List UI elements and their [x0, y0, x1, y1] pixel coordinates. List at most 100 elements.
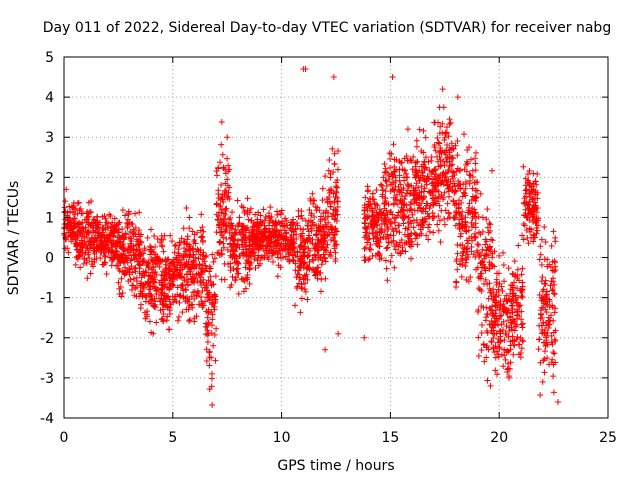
data-point: [526, 167, 533, 174]
data-point: [493, 315, 500, 322]
data-point: [312, 203, 319, 210]
data-point: [204, 314, 211, 321]
data-point: [552, 327, 559, 334]
data-point: [190, 238, 197, 245]
data-point: [509, 284, 516, 291]
data-point: [84, 229, 91, 236]
data-point: [317, 254, 324, 261]
data-point: [452, 142, 459, 149]
data-point: [494, 348, 501, 355]
data-point: [122, 212, 129, 219]
data-point: [161, 292, 168, 299]
data-point: [518, 271, 525, 278]
data-point: [211, 255, 218, 262]
data-point: [421, 177, 428, 184]
data-point: [396, 222, 403, 229]
data-point: [119, 225, 126, 232]
data-point: [322, 275, 329, 282]
data-point: [385, 173, 392, 180]
data-point: [475, 213, 482, 220]
y-axis-label: SDTVAR / TECUs: [6, 181, 22, 296]
data-point: [551, 350, 558, 357]
data-point: [420, 217, 427, 224]
data-point: [131, 265, 138, 272]
data-point: [217, 159, 224, 166]
data-point: [213, 200, 220, 207]
data-point: [273, 239, 280, 246]
data-point: [413, 173, 420, 180]
data-point: [150, 302, 157, 309]
data-point: [146, 318, 153, 325]
data-point: [228, 244, 235, 251]
data-point: [234, 197, 241, 204]
data-point: [472, 160, 479, 167]
data-point: [211, 306, 218, 313]
data-point: [89, 229, 96, 236]
data-point: [305, 235, 312, 242]
data-point: [475, 307, 482, 314]
data-point: [509, 270, 516, 277]
data-point: [121, 264, 128, 271]
data-point: [191, 288, 198, 295]
data-point: [549, 267, 556, 274]
data-point: [516, 312, 523, 319]
data-point: [79, 244, 86, 251]
data-point: [462, 255, 469, 262]
data-point: [361, 245, 368, 252]
data-point: [213, 168, 220, 175]
data-point: [412, 184, 419, 191]
data-point: [380, 210, 387, 217]
data-point: [325, 167, 332, 174]
data-point: [420, 208, 427, 215]
data-point: [402, 225, 409, 232]
data-point: [185, 306, 192, 313]
data-point: [531, 188, 538, 195]
data-point: [391, 264, 398, 271]
data-point: [311, 197, 318, 204]
data-point: [269, 258, 276, 265]
data-point: [292, 226, 299, 233]
data-point: [460, 250, 467, 257]
data-point: [472, 155, 479, 162]
data-point: [242, 264, 249, 271]
data-point: [182, 286, 189, 293]
data-point: [431, 142, 438, 149]
data-point: [222, 170, 229, 177]
data-point: [217, 239, 224, 246]
data-point: [300, 276, 307, 283]
data-point: [435, 181, 442, 188]
data-point: [509, 309, 516, 316]
data-point: [210, 342, 217, 349]
data-point: [401, 167, 408, 174]
data-point: [503, 331, 510, 338]
data-point: [173, 298, 180, 305]
data-point: [540, 319, 547, 326]
data-point: [163, 273, 170, 280]
data-point: [310, 200, 317, 207]
data-point: [538, 236, 545, 243]
data-point: [462, 227, 469, 234]
data-point: [382, 233, 389, 240]
data-point: [272, 218, 279, 225]
data-point: [539, 273, 546, 280]
data-point: [443, 147, 450, 154]
data-point: [431, 197, 438, 204]
data-point: [474, 249, 481, 256]
data-point: [490, 324, 497, 331]
data-point: [309, 256, 316, 263]
data-point: [420, 194, 427, 201]
data-point: [118, 252, 125, 259]
data-point: [484, 224, 491, 231]
data-point: [377, 181, 384, 188]
data-point: [154, 260, 161, 267]
data-point: [448, 162, 455, 169]
data-point: [511, 327, 518, 334]
data-point: [97, 255, 104, 262]
data-point: [317, 218, 324, 225]
data-point: [451, 172, 458, 179]
data-point: [500, 363, 507, 370]
data-point: [142, 298, 149, 305]
data-point: [509, 338, 516, 345]
data-point: [173, 255, 180, 262]
data-point: [402, 248, 409, 255]
